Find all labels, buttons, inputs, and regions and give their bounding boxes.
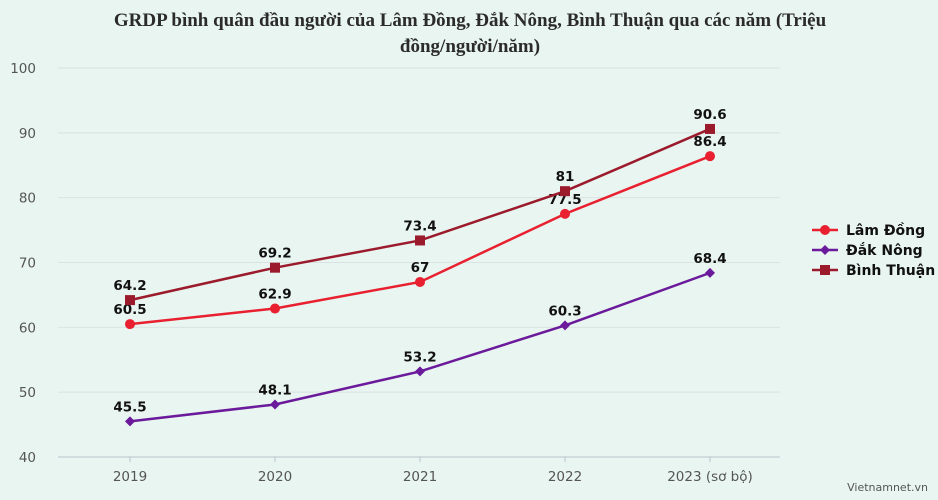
data-label: 48.1 bbox=[258, 382, 291, 398]
y-tick-label: 50 bbox=[19, 385, 36, 401]
legend-item-label: Đắk Nông bbox=[846, 242, 923, 259]
data-point bbox=[270, 303, 280, 314]
data-point bbox=[705, 151, 715, 162]
data-point bbox=[415, 235, 425, 246]
y-tick-label: 90 bbox=[19, 126, 36, 142]
legend-item-label: Lâm Đồng bbox=[846, 222, 925, 239]
data-label: 60.3 bbox=[548, 303, 581, 319]
data-point bbox=[560, 186, 570, 197]
data-point bbox=[560, 208, 570, 219]
y-tick-label: 80 bbox=[19, 191, 36, 207]
x-tick-label: 2020 bbox=[258, 469, 292, 485]
data-label: 68.4 bbox=[693, 251, 726, 267]
legend-marker bbox=[820, 265, 830, 275]
data-point bbox=[415, 366, 425, 377]
data-point bbox=[125, 416, 135, 427]
data-label: 62.9 bbox=[258, 287, 291, 303]
chart-title: GRDP bình quân đầu người của Lâm Đồng, Đ… bbox=[113, 10, 827, 57]
y-tick-label: 70 bbox=[19, 256, 36, 272]
data-point bbox=[270, 399, 280, 410]
y-tick-label: 100 bbox=[10, 61, 36, 77]
data-point bbox=[270, 262, 280, 273]
data-label: 69.2 bbox=[258, 246, 291, 262]
x-tick-label: 2023 (sơ bộ) bbox=[667, 469, 753, 485]
data-point bbox=[125, 295, 135, 306]
data-point bbox=[415, 276, 425, 287]
legend-marker bbox=[820, 225, 830, 235]
x-tick-label: 2019 bbox=[113, 469, 147, 485]
x-tick-label: 2022 bbox=[548, 469, 582, 485]
data-label: 60.5 bbox=[113, 302, 146, 318]
data-label: 81 bbox=[556, 169, 575, 185]
legend-item-label: Bình Thuận bbox=[846, 263, 935, 279]
data-label: 77.5 bbox=[548, 192, 581, 208]
series-line-1 bbox=[129, 271, 711, 423]
data-label: 73.4 bbox=[403, 218, 436, 234]
source-credit: Vietnamnet.vn bbox=[847, 481, 928, 494]
data-point bbox=[705, 123, 715, 134]
legend-marker bbox=[820, 245, 830, 255]
data-label: 53.2 bbox=[403, 349, 436, 365]
data-point bbox=[560, 320, 570, 331]
data-label: 64.2 bbox=[113, 278, 146, 294]
data-point bbox=[705, 267, 715, 278]
y-tick-label: 40 bbox=[19, 450, 36, 466]
x-tick-label: 2021 bbox=[403, 469, 437, 485]
data-label: 67 bbox=[411, 260, 430, 276]
y-tick-label: 60 bbox=[19, 320, 36, 336]
data-label: 86.4 bbox=[693, 134, 726, 150]
data-point bbox=[125, 319, 135, 330]
data-label: 45.5 bbox=[113, 399, 146, 415]
data-label: 90.6 bbox=[693, 107, 726, 123]
